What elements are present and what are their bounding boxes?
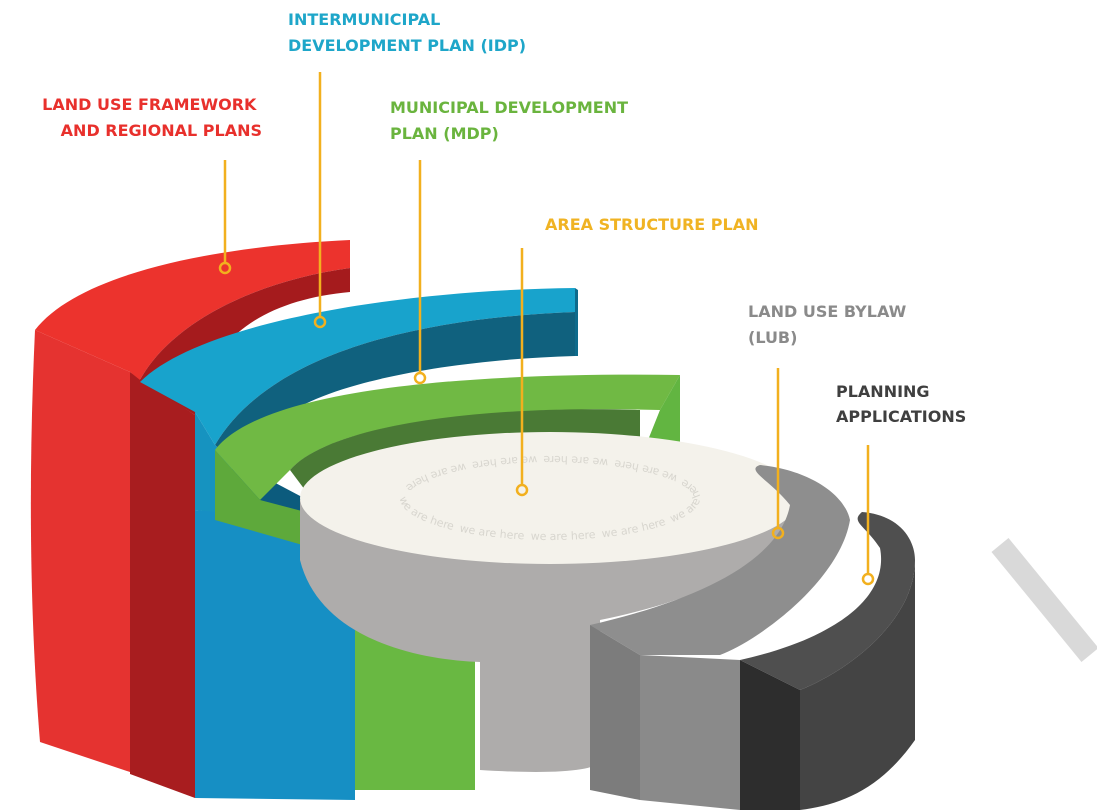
label-line: AND REGIONAL PLANS [61, 121, 262, 140]
label-line: LAND USE BYLAW [748, 302, 907, 321]
label-line: INTERMUNICIPAL [288, 10, 440, 29]
label: PLANNING APPLICATIONS [836, 382, 966, 426]
label: LAND USE BYLAW (LUB) [748, 302, 912, 347]
label: INTERMUNICIPAL DEVELOPMENT PLAN (IDP) [288, 10, 526, 55]
label-line: LAND USE FRAMEWORK [42, 95, 257, 114]
label-line: APPLICATIONS [836, 407, 966, 426]
label: MUNICIPAL DEVELOPMENT PLAN (MDP) [390, 98, 634, 143]
label: LAND USE FRAMEWORK AND REGIONAL PLANS [42, 95, 262, 140]
label-line: DEVELOPMENT PLAN (IDP) [288, 36, 526, 55]
diagram: we are herewe are herewe are herewe are … [0, 0, 1097, 812]
center-text: we are here [531, 528, 597, 543]
label: AREA STRUCTURE PLAN [545, 215, 759, 234]
label-line: MUNICIPAL DEVELOPMENT [390, 98, 628, 117]
label-line: PLAN (MDP) [390, 124, 499, 143]
label-line: AREA STRUCTURE PLAN [545, 215, 759, 234]
decor-stripe [1000, 545, 1090, 655]
label-line: PLANNING [836, 382, 930, 401]
label-line: (LUB) [748, 328, 797, 347]
